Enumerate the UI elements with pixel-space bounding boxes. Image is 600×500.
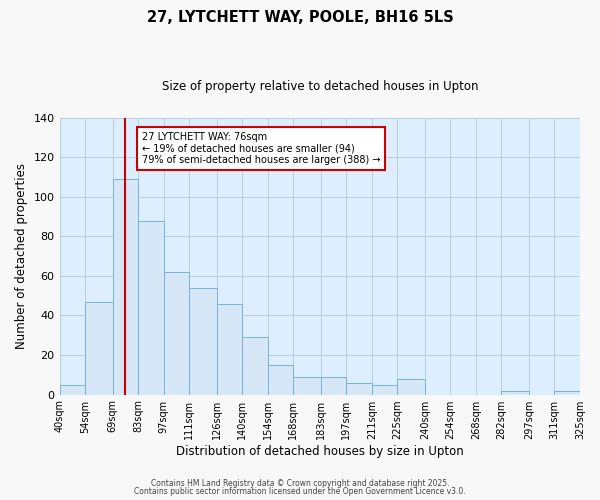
Bar [502, 390, 529, 394]
Bar [217, 304, 242, 394]
Bar [242, 337, 268, 394]
Bar [189, 288, 217, 395]
Text: Contains public sector information licensed under the Open Government Licence v3: Contains public sector information licen… [134, 487, 466, 496]
Bar [268, 365, 293, 394]
Y-axis label: Number of detached properties: Number of detached properties [15, 163, 28, 349]
Bar [397, 379, 425, 394]
Text: 27, LYTCHETT WAY, POOLE, BH16 5LS: 27, LYTCHETT WAY, POOLE, BH16 5LS [146, 10, 454, 25]
Bar [85, 302, 113, 394]
Title: Size of property relative to detached houses in Upton: Size of property relative to detached ho… [161, 80, 478, 93]
Bar [554, 390, 580, 394]
Bar [138, 220, 164, 394]
Bar [113, 179, 138, 394]
Bar [320, 377, 346, 394]
X-axis label: Distribution of detached houses by size in Upton: Distribution of detached houses by size … [176, 444, 464, 458]
Bar [59, 384, 85, 394]
Bar [293, 377, 320, 394]
Bar [164, 272, 189, 394]
Text: Contains HM Land Registry data © Crown copyright and database right 2025.: Contains HM Land Registry data © Crown c… [151, 478, 449, 488]
Bar [372, 384, 397, 394]
Text: 27 LYTCHETT WAY: 76sqm
← 19% of detached houses are smaller (94)
79% of semi-det: 27 LYTCHETT WAY: 76sqm ← 19% of detached… [142, 132, 380, 165]
Bar [346, 382, 372, 394]
